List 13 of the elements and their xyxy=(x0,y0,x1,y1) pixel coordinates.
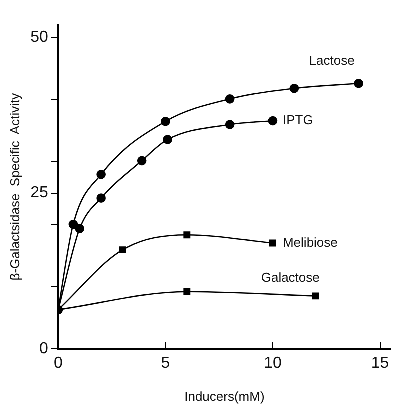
y-tick-label: 50 xyxy=(30,28,48,46)
series-label: Melibiose xyxy=(282,234,338,250)
x-tick-label: 10 xyxy=(264,355,282,372)
x-axis-title: Inducers(mM) xyxy=(184,388,265,404)
x-tick-label: 0 xyxy=(54,355,63,372)
x-tick-label: 5 xyxy=(161,355,170,372)
y-tick-label: 25 xyxy=(30,184,48,202)
y-tick-label: 0 xyxy=(39,340,48,358)
series-label: Galactose xyxy=(261,270,320,285)
series-label: IPTG xyxy=(282,112,314,128)
x-tick-label: 15 xyxy=(371,355,390,372)
series-label: Lactose xyxy=(309,53,355,68)
y-axis-title: β-Galactsidase Specific Activity xyxy=(7,92,22,281)
